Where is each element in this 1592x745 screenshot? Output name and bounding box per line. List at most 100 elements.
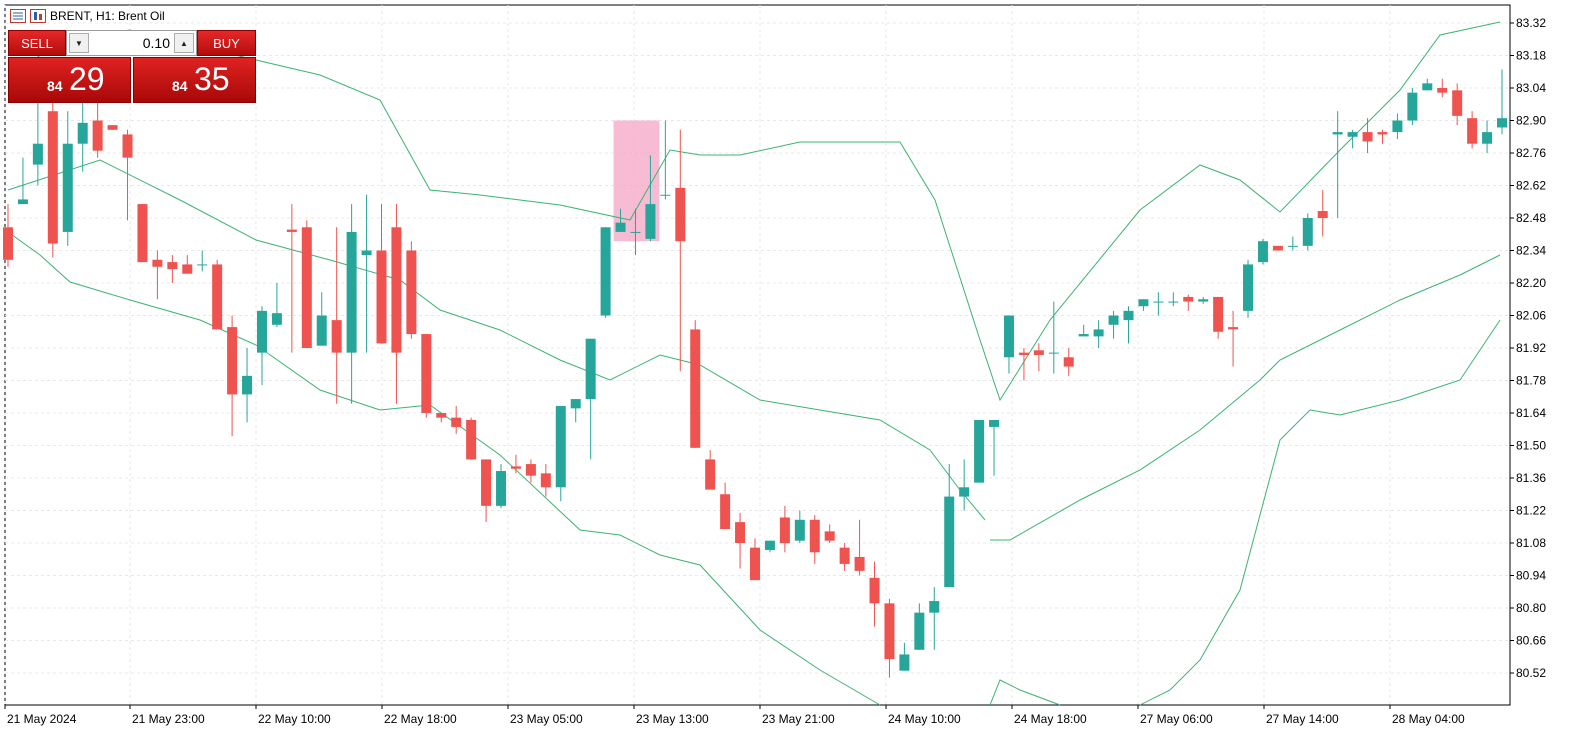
sell-price-button[interactable]: 84 29	[8, 57, 131, 103]
lot-value[interactable]: 0.10	[142, 35, 170, 51]
candle	[391, 204, 402, 404]
candle-body	[974, 419, 985, 483]
sell-button[interactable]: SELL	[8, 30, 66, 56]
candle	[152, 250, 163, 300]
candle-body	[1392, 120, 1403, 133]
candle	[1362, 118, 1373, 153]
candle	[1482, 120, 1493, 153]
candle	[839, 543, 850, 571]
candle-body	[555, 406, 566, 488]
candle-body	[839, 547, 850, 564]
candle-body	[1048, 352, 1059, 354]
candle-body	[570, 399, 581, 409]
candle-body	[1018, 352, 1029, 355]
candle	[421, 334, 432, 418]
x-tick-label: 21 May 2024	[7, 712, 77, 726]
candle	[1198, 296, 1209, 304]
candle-body	[869, 577, 880, 604]
y-tick-label: 80.80	[1516, 601, 1546, 615]
candle-body	[436, 413, 447, 418]
candle-body	[331, 320, 342, 353]
candle	[1033, 343, 1044, 372]
candle-body	[944, 496, 955, 588]
candle	[346, 204, 357, 404]
lot-increase-icon[interactable]: ▲	[174, 33, 194, 53]
candle	[1452, 83, 1463, 126]
trade-tab-icon[interactable]	[30, 9, 46, 23]
candle	[750, 538, 760, 581]
candle	[1407, 88, 1418, 126]
candle	[510, 454, 521, 474]
candle-body	[316, 315, 327, 346]
candle-body	[510, 466, 521, 469]
candle	[137, 204, 148, 263]
candle-body	[929, 601, 940, 613]
candle	[1168, 292, 1179, 307]
y-tick-label: 82.62	[1516, 179, 1546, 193]
candle	[92, 94, 103, 158]
candle	[989, 419, 1000, 476]
candle	[615, 208, 626, 232]
y-tick-label: 80.94	[1516, 569, 1546, 583]
candle-body	[361, 250, 372, 256]
y-tick-label: 82.06	[1516, 309, 1546, 323]
candle-body	[854, 556, 865, 571]
candle	[466, 417, 477, 460]
candle-body	[227, 327, 238, 395]
candle-body	[824, 531, 835, 541]
candle-body	[1302, 218, 1313, 246]
candle	[1347, 129, 1358, 149]
candle	[1183, 294, 1194, 311]
candle	[77, 99, 88, 172]
candle-body	[92, 120, 103, 151]
candle-body	[705, 459, 716, 490]
candle-body	[1138, 299, 1149, 307]
y-tick-label: 83.18	[1516, 49, 1546, 63]
y-tick-label: 82.76	[1516, 146, 1546, 160]
candle	[779, 505, 790, 553]
candle-body	[77, 122, 88, 144]
y-tick-label: 80.52	[1516, 666, 1546, 680]
candle-body	[256, 310, 267, 353]
buy-price-prefix: 84	[172, 78, 188, 94]
candle-body	[212, 264, 223, 330]
candle-body	[1153, 301, 1164, 303]
candle	[1332, 111, 1343, 218]
candle-body	[1123, 310, 1134, 321]
x-tick-label: 21 May 23:00	[132, 712, 205, 726]
candle	[1287, 236, 1298, 251]
chart-list-icon[interactable]	[10, 9, 26, 23]
bollinger-lower-band-right	[1139, 319, 1501, 706]
candle	[1497, 69, 1507, 135]
x-tick-label: 23 May 21:00	[762, 712, 835, 726]
candle	[929, 587, 940, 650]
one-click-trading-panel: SELL ▼ 0.10 ▲ BUY 84 29 84 35	[8, 30, 256, 103]
candle-body	[17, 199, 28, 205]
candle	[1078, 324, 1089, 337]
candle-body	[585, 338, 596, 400]
candle-body	[1317, 211, 1328, 218]
candle-body	[645, 204, 656, 239]
lot-decrease-icon[interactable]: ▼	[69, 33, 89, 53]
candle-body	[1422, 83, 1433, 91]
candle-body	[481, 459, 492, 506]
x-tick-label: 27 May 14:00	[1266, 712, 1339, 726]
candle-body	[152, 259, 163, 267]
candle-body	[47, 111, 58, 244]
candle	[1467, 111, 1478, 149]
candle-body	[1482, 132, 1493, 144]
candle-body	[1407, 92, 1418, 121]
buy-price-button[interactable]: 84 35	[133, 57, 256, 103]
lot-size-field[interactable]: ▼ 0.10 ▲	[66, 30, 197, 56]
buy-button[interactable]: BUY	[197, 30, 256, 56]
candle	[197, 250, 208, 272]
y-tick-label: 82.90	[1516, 114, 1546, 128]
candle-body	[1257, 241, 1268, 263]
candle-body	[242, 375, 253, 395]
y-tick-label: 80.66	[1516, 634, 1546, 648]
candle-body	[1332, 132, 1343, 135]
candle-body	[675, 187, 686, 242]
candle	[406, 241, 417, 339]
candle	[316, 292, 327, 346]
